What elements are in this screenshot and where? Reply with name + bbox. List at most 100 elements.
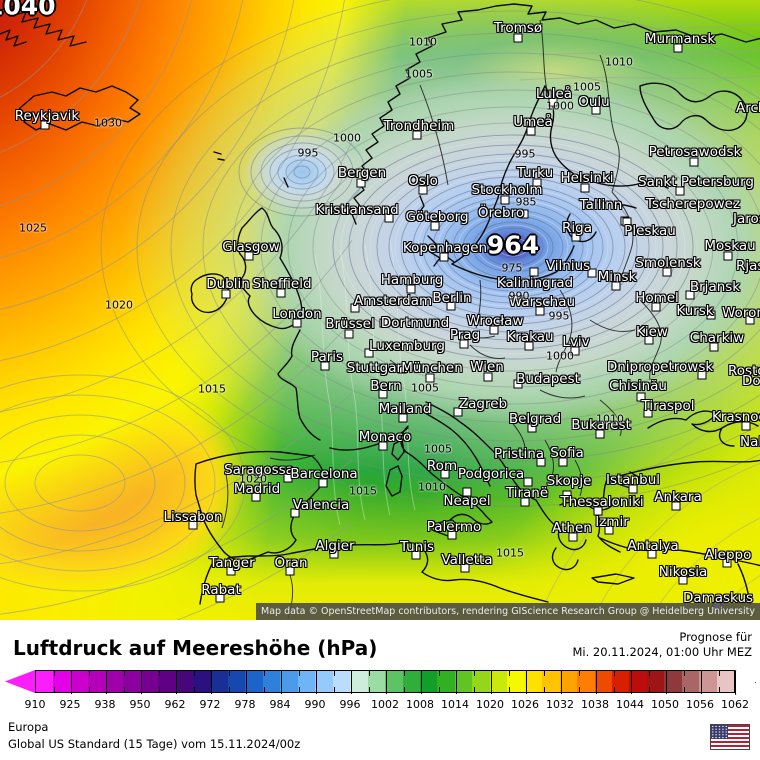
scale-subtick [193, 687, 195, 692]
contour-value-label: 1015 [349, 484, 377, 498]
city-marker [568, 532, 578, 542]
scale-subtick [88, 687, 90, 692]
scale-tick-label: 938 [94, 698, 116, 711]
city-label: Vilnius [545, 258, 591, 274]
scale-subtick [613, 687, 615, 692]
city-label: Stuttgart [346, 360, 408, 376]
scale-segment [280, 671, 298, 692]
scale-subtick [613, 671, 615, 676]
city-marker [745, 315, 755, 325]
city-label: Tiraspol [641, 398, 695, 414]
city-label: Luxemburg [369, 338, 445, 354]
scale-segment [681, 671, 700, 692]
city-marker [593, 506, 603, 516]
scale-segment [227, 671, 246, 692]
city-marker [483, 372, 493, 382]
scale-subtick [123, 687, 125, 692]
scale-tick-label: 925 [59, 698, 81, 711]
city-label: Nikosia [658, 564, 708, 580]
city-marker [651, 302, 661, 312]
city-label: Umeå [513, 114, 553, 130]
city-label: Barcelona [290, 466, 358, 482]
contour-value-label: 1000 [546, 99, 574, 113]
scale-tick-label: 1008 [406, 698, 434, 711]
scale-segment [315, 671, 333, 692]
city-label: Neapel [443, 493, 491, 509]
city-label: Bern [370, 378, 402, 394]
city-marker [440, 469, 450, 479]
scale-subtick [683, 687, 685, 692]
scale-subtick [473, 671, 475, 676]
scale-segment [350, 671, 368, 692]
city-marker [536, 457, 546, 467]
city-label: Warschau [508, 294, 576, 310]
city-marker [741, 421, 751, 431]
scale-subtick [368, 687, 370, 692]
city-marker [535, 306, 545, 316]
city-label: Hamburg [380, 272, 444, 288]
contour-value-label: 1020 [105, 298, 133, 312]
scale-tick-label: 978 [234, 698, 256, 711]
city-marker [276, 288, 286, 298]
city-label: Pristina [493, 446, 545, 462]
scale-tick [596, 671, 597, 694]
scale-tick [631, 671, 632, 694]
city-marker [513, 33, 523, 43]
city-label: Lviv [562, 334, 590, 350]
city-marker [412, 130, 422, 140]
city-marker [678, 575, 688, 585]
scale-segment [594, 671, 612, 692]
city-label: Palermo [426, 519, 482, 535]
city-label: Paris [310, 349, 344, 365]
city-marker [462, 487, 472, 497]
scale-segment [245, 671, 263, 692]
contour-value-label: 1000 [333, 131, 361, 145]
scale-tick-label: 1044 [616, 698, 644, 711]
scale-segment [559, 671, 578, 692]
scale-subtick [403, 671, 405, 676]
city-label: Sheffield [252, 276, 312, 292]
city-label: Minsk [597, 269, 637, 285]
city-marker [292, 318, 302, 328]
scale-tick-label: 1056 [686, 698, 714, 711]
city-label: Örebro [477, 205, 525, 221]
city-marker [709, 342, 719, 352]
forecast-time: Mi. 20.11.2024, 01:00 Uhr MEZ [572, 645, 752, 659]
scale-tick-label: 1032 [546, 698, 574, 711]
city-label: Reykjavik [14, 108, 80, 124]
city-label: Skopje [546, 473, 592, 489]
scale-subtick [158, 671, 160, 676]
city-label: Algier [315, 538, 355, 554]
city-label: Kursk [676, 303, 714, 319]
city-label: Sankt Petersburg [638, 174, 754, 190]
scale-subtick [508, 671, 510, 676]
city-label: Istanbul [605, 472, 661, 488]
city-label: Kopenhagen [402, 240, 488, 256]
city-label: Wrocław [466, 313, 524, 329]
map-canvas[interactable]: Reykjavik Tromsø Murmansk Trondheim Luleå Oul… [0, 0, 760, 620]
scale-tick [386, 671, 387, 694]
city-label: Saragossa [224, 462, 294, 478]
city-marker [406, 284, 416, 294]
city-label: Podgorica [457, 466, 525, 482]
scale-subtick [508, 687, 510, 692]
scale-segment [577, 671, 595, 692]
scale-subtick [578, 671, 580, 676]
scale-segment [629, 671, 647, 692]
scale-subtick [298, 671, 300, 676]
city-label: München [401, 360, 463, 376]
city-marker [453, 407, 463, 417]
city-label: Dnipropetrowsk [606, 359, 714, 375]
contour-value-label: 1010 [409, 35, 437, 49]
forecast-label: Prognose für [679, 630, 752, 644]
scale-bar-body [35, 670, 735, 694]
scale-segment [646, 671, 665, 692]
scale-tick [701, 671, 702, 694]
city-marker [671, 501, 681, 511]
city-label: Ankara [654, 489, 702, 505]
model-run-label: Global US Standard (15 Tage) vom 15.11.2… [8, 737, 301, 751]
city-marker [595, 429, 605, 439]
city-marker [364, 348, 374, 358]
city-marker [329, 549, 339, 559]
